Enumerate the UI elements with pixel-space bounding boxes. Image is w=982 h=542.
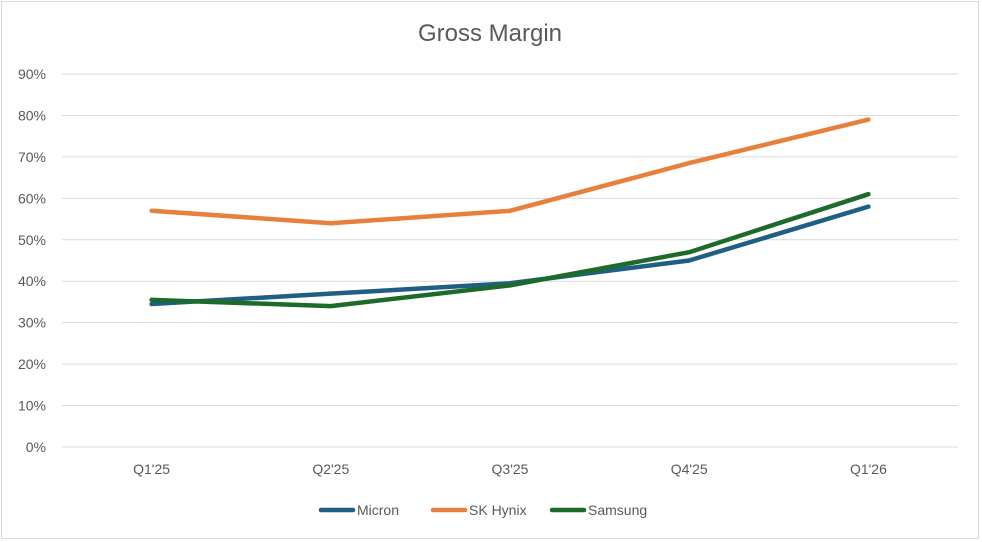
legend: Micron SK Hynix Samsung	[318, 502, 647, 518]
y-tick-label: 90%	[18, 66, 46, 82]
series-line-micron	[149, 204, 871, 307]
x-tick-label: Q3'25	[492, 461, 529, 477]
x-tick-label: Q4'25	[671, 461, 708, 477]
y-axis-ticks: 0% 10% 20% 30% 40% 50% 60% 70% 80% 90%	[18, 66, 46, 455]
x-tick-label: Q1'25	[133, 461, 170, 477]
y-tick-label: 20%	[18, 356, 46, 372]
legend-item-micron: Micron	[318, 502, 399, 518]
legend-label: SK Hynix	[469, 502, 527, 518]
y-tick-label: 70%	[18, 149, 46, 165]
x-tick-label: Q1'26	[850, 461, 887, 477]
legend-item-samsung: Samsung	[549, 502, 647, 518]
y-tick-label: 80%	[18, 107, 46, 123]
y-tick-label: 0%	[26, 439, 46, 455]
legend-label: Samsung	[588, 502, 647, 518]
y-tick-label: 40%	[18, 273, 46, 289]
y-tick-label: 60%	[18, 190, 46, 206]
y-tick-label: 50%	[18, 232, 46, 248]
grid-lines	[62, 73, 958, 448]
legend-item-sk-hynix: SK Hynix	[430, 502, 527, 518]
y-tick-label: 30%	[18, 315, 46, 331]
x-tick-label: Q2'25	[312, 461, 349, 477]
series-lines	[149, 117, 871, 309]
chart-title: Gross Margin	[418, 20, 562, 47]
legend-label: Micron	[357, 502, 399, 518]
series-line-samsung	[149, 191, 871, 309]
y-tick-label: 10%	[18, 398, 46, 414]
x-axis-ticks: Q1'25 Q2'25 Q3'25 Q4'25 Q1'26	[133, 461, 887, 477]
series-line-sk-hynix	[149, 117, 871, 226]
